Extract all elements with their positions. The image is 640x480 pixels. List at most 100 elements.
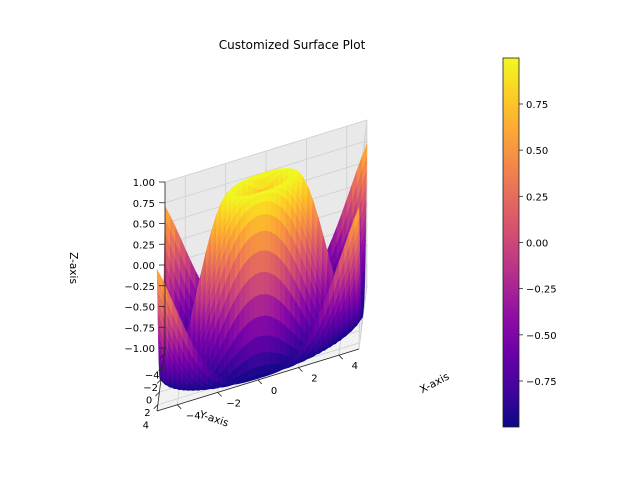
surface-patch [248, 318, 255, 343]
x-tick-label: −2 [226, 398, 241, 409]
x-tick-mark [298, 367, 303, 372]
surface-patch [254, 250, 261, 276]
colorbar-tick-label: −0.50 [526, 331, 557, 342]
surface-patch [265, 192, 271, 203]
surface-patch [264, 250, 271, 274]
x-tick-mark [257, 379, 263, 385]
x-tick-label: −4 [186, 411, 201, 422]
surface-patch [274, 275, 281, 302]
surface-patch [264, 214, 271, 233]
z-tick-label: 0.75 [133, 199, 155, 210]
surface-patch [264, 271, 270, 296]
x-tick-label: 2 [311, 374, 317, 385]
colorbar-tick-label: 0.75 [526, 100, 548, 111]
surface-patch [270, 192, 277, 204]
x-tick-mark [217, 392, 222, 397]
surface-patch [274, 296, 280, 322]
surface-patch [258, 352, 265, 367]
x-tick-mark [338, 354, 344, 360]
surface-mesh [156, 144, 368, 391]
y-tick-label: −2 [143, 383, 158, 394]
colorbar-gradient [502, 57, 520, 428]
y-tick-mark [155, 391, 160, 397]
surface-patch [259, 250, 266, 273]
surface-patch [273, 317, 280, 340]
surface-patch [249, 274, 255, 302]
surface-patch [278, 338, 285, 356]
chart-title: Customized Surface Plot [219, 38, 366, 52]
surface-patch [254, 231, 261, 254]
colorbar-tick-label: −0.25 [526, 285, 557, 296]
surface-patch [258, 293, 265, 317]
surface-patch [269, 214, 276, 235]
y-tick-mark [159, 354, 165, 359]
grid-line [164, 119, 368, 183]
surface-patch [263, 315, 270, 336]
y-tick-mark [158, 366, 163, 372]
surface-patch [253, 316, 260, 339]
surface-patch [257, 178, 264, 190]
z-tick-label: −0.50 [124, 303, 155, 314]
z-tick-label: 1.00 [133, 178, 155, 189]
x-tick-mark [176, 404, 182, 410]
surface-patch [259, 230, 266, 252]
surface-patch [273, 336, 280, 354]
surface-patch [269, 294, 275, 319]
y-tick-label: −4 [145, 370, 160, 381]
z-tick-label: 0.50 [133, 220, 155, 231]
surface-patch [263, 351, 270, 366]
surface-patch [265, 201, 271, 216]
surface-patch [278, 353, 285, 365]
surface-patch [248, 338, 255, 359]
surface-patch [268, 335, 275, 353]
surface-patch [259, 271, 265, 296]
surface-patch [263, 364, 269, 374]
surface-patch [273, 352, 280, 365]
surface-patch [259, 214, 266, 232]
z-axis-label: Z-axis [67, 252, 79, 284]
surface-patch [259, 201, 266, 216]
surface-patch [254, 214, 261, 235]
grid-line [358, 285, 368, 350]
surface-patch [269, 251, 276, 277]
surface-patch [254, 272, 260, 298]
z-tick-label: −0.75 [124, 323, 155, 334]
colorbar-tick-label: 0.25 [526, 192, 548, 203]
surface-patch [253, 353, 260, 369]
colorbar-tick-label: 0.00 [526, 239, 548, 250]
surface-patch [268, 351, 275, 365]
surface-patch [269, 231, 276, 255]
y-tick-mark [153, 404, 159, 409]
colorbar: −0.75 −0.50 −0.25 0.00 0.25 0.50 0.75 [502, 57, 557, 428]
surface-patch [232, 379, 239, 385]
surface-patch [253, 294, 260, 320]
z-tick-label: 0.25 [133, 240, 155, 251]
surface-patch [258, 315, 265, 337]
surface-patch [270, 201, 276, 218]
surface-patch [263, 335, 270, 353]
surface-patch [278, 320, 285, 342]
colorbar-tick-label: −0.75 [526, 377, 557, 388]
z-tick-label: −1.00 [124, 344, 155, 355]
x-tick-label: 0 [271, 386, 277, 397]
grid-line [164, 140, 368, 204]
y-axis-label: Y-axis [197, 408, 230, 429]
surface-patch [260, 193, 266, 203]
surface-patch [264, 293, 270, 317]
surface-patch [253, 336, 260, 356]
z-tick-label: −0.25 [124, 282, 155, 293]
y-tick-label: 2 [144, 408, 150, 419]
y-tick-label: 0 [146, 396, 152, 407]
surface-patch [264, 230, 271, 252]
y-tick-mark [156, 379, 162, 384]
surface-patch [270, 187, 277, 194]
colorbar-tick-label: 0.50 [526, 146, 548, 157]
surface-patch [227, 378, 234, 385]
surface-patch [269, 272, 276, 298]
y-tick-label: 4 [143, 421, 149, 432]
x-tick-label: 4 [352, 361, 358, 372]
z-tick-label: 0.00 [133, 261, 155, 272]
surface-patch [248, 296, 255, 323]
surface-patch [268, 316, 275, 338]
